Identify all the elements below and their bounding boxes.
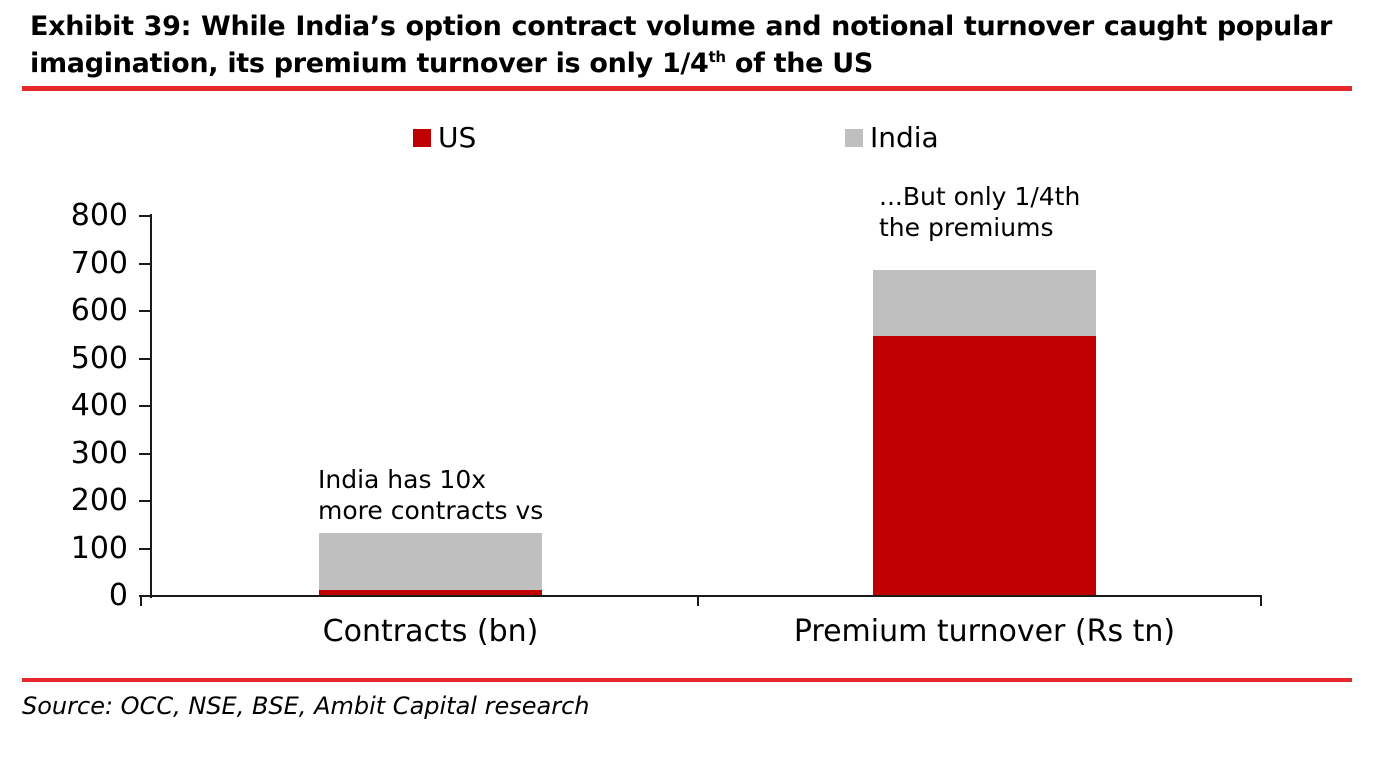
y-axis-tick-label: 400 bbox=[70, 388, 128, 423]
y-axis-tick-label: 700 bbox=[70, 245, 128, 281]
legend-item-us: US bbox=[413, 124, 476, 152]
y-axis-tick bbox=[139, 452, 150, 455]
y-axis-tick bbox=[139, 595, 150, 597]
title-divider-rule bbox=[22, 86, 1352, 91]
bar-segment-india-2 bbox=[873, 269, 1096, 337]
exhibit-title-text: Exhibit 39: While India’s option contrac… bbox=[30, 11, 1332, 79]
x-axis-line bbox=[140, 595, 1262, 597]
bar-segment-us-1 bbox=[319, 590, 542, 595]
y-axis-line bbox=[150, 214, 152, 598]
footer-divider-rule bbox=[22, 678, 1352, 682]
exhibit-title-superscript: th bbox=[708, 48, 726, 66]
bar-segment-us-2 bbox=[873, 336, 1096, 595]
y-axis-tick bbox=[139, 357, 150, 360]
y-axis-tick-label: 600 bbox=[70, 293, 128, 328]
legend-label-us: US bbox=[438, 121, 477, 154]
x-axis-tick bbox=[697, 595, 699, 606]
y-axis-tick-label: 500 bbox=[70, 340, 128, 376]
x-axis-tick bbox=[140, 595, 142, 606]
category-label-2: Premium turnover (Rs tn) bbox=[793, 614, 1176, 649]
y-axis-tick-label: 300 bbox=[70, 435, 128, 471]
y-axis-tick-label: 100 bbox=[70, 530, 128, 566]
annotation-premiums: ...But only 1/4th the premiums bbox=[879, 182, 1081, 242]
y-axis-tick bbox=[139, 405, 150, 407]
y-axis-tick-label: 200 bbox=[70, 483, 128, 518]
exhibit-title: Exhibit 39: While India’s option contrac… bbox=[30, 8, 1332, 82]
y-axis-tick bbox=[139, 310, 150, 312]
y-axis-tick-label: 0 bbox=[108, 578, 128, 613]
source-note: Source: OCC, NSE, BSE, Ambit Capital res… bbox=[22, 692, 590, 720]
us-series-swatch-icon bbox=[413, 129, 431, 147]
y-axis-tick bbox=[139, 215, 150, 217]
annotation-contracts: India has 10x more contracts vs bbox=[318, 465, 544, 525]
india-series-swatch-icon bbox=[845, 129, 863, 147]
bar-segment-india-1 bbox=[319, 533, 542, 591]
y-axis-tick bbox=[139, 500, 150, 502]
y-axis-tick bbox=[139, 262, 150, 265]
y-axis-tick bbox=[139, 547, 150, 550]
legend-label-india: India bbox=[870, 121, 939, 154]
exhibit-title-suffix: of the US bbox=[725, 48, 874, 79]
legend-item-india: India bbox=[845, 124, 939, 152]
category-label-1: Contracts (bn) bbox=[322, 614, 539, 649]
y-axis-tick-label: 800 bbox=[70, 198, 128, 233]
x-axis-tick bbox=[1260, 595, 1262, 606]
